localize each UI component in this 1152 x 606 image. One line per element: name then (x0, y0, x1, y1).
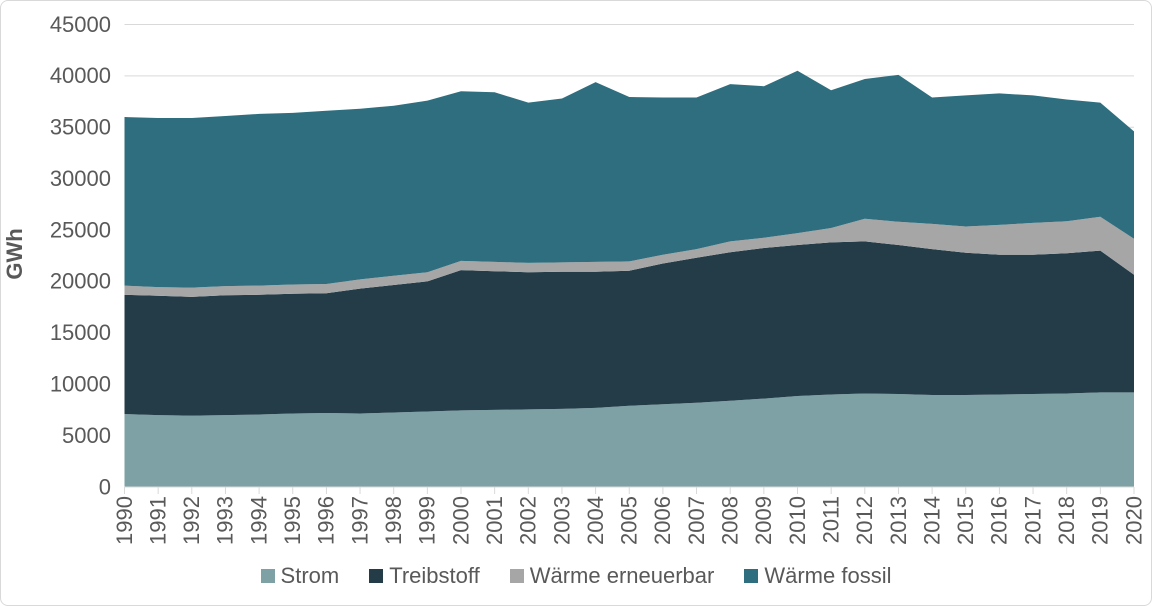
x-tick-label-2007: 2007 (684, 496, 709, 545)
legend-swatch-strom (260, 569, 275, 583)
y-tick-label-30000: 30000 (50, 166, 111, 191)
x-tick-label-1992: 1992 (179, 496, 204, 545)
legend-item-wärme-erneuerbar: Wärme erneuerbar (509, 563, 715, 589)
legend-label-strom: Strom (280, 563, 340, 588)
y-tick-label-45000: 45000 (50, 12, 111, 37)
x-tick-label-2006: 2006 (650, 496, 675, 545)
x-tick-label-2003: 2003 (549, 496, 574, 545)
y-tick-label-10000: 10000 (50, 371, 111, 396)
x-tick-label-1998: 1998 (381, 496, 406, 545)
x-tick-label-2019: 2019 (1088, 496, 1113, 545)
x-tick-label-2017: 2017 (1020, 496, 1045, 545)
legend-label-wärme-fossil: Wärme fossil (764, 563, 892, 588)
x-tick-label-2005: 2005 (617, 496, 642, 545)
area-strom (124, 392, 1134, 487)
legend-swatch-wärme-erneuerbar (509, 569, 524, 583)
x-tick-label-1993: 1993 (213, 496, 238, 545)
x-tick-label-1999: 1999 (415, 496, 440, 545)
legend-item-wärme-fossil: Wärme fossil (744, 563, 891, 589)
y-axis-title: GWh (2, 228, 27, 279)
x-tick-label-1990: 1990 (112, 496, 137, 545)
x-tick-label-2008: 2008 (717, 496, 742, 545)
x-tick-label-2001: 2001 (482, 496, 507, 545)
y-tick-label-25000: 25000 (50, 217, 111, 242)
x-tick-label-1991: 1991 (145, 496, 170, 545)
axes (124, 486, 1135, 494)
x-tick-label-2013: 2013 (886, 496, 911, 545)
x-tick-label-2012: 2012 (852, 496, 877, 545)
legend-swatch-wärme-fossil (744, 569, 759, 583)
area-wärme-erneuerbar (124, 216, 1134, 297)
x-tick-label-1994: 1994 (246, 496, 271, 545)
legend-swatch-treibstoff (369, 569, 384, 583)
y-tick-label-15000: 15000 (50, 320, 111, 345)
area-series (124, 70, 1134, 487)
x-tick-label-1996: 1996 (314, 496, 339, 545)
x-tick-label-2010: 2010 (785, 496, 810, 545)
y-tick-label-0: 0 (99, 474, 111, 499)
legend-item-treibstoff: Treibstoff (369, 563, 480, 589)
x-tick-label-2000: 2000 (448, 496, 473, 545)
x-tick-label-2015: 2015 (953, 496, 978, 545)
x-tick-label-2020: 2020 (1121, 496, 1146, 545)
x-tick-label-2011: 2011 (818, 496, 843, 543)
chart-legend: Strom Treibstoff Wärme erneuerbar Wärme fos… (1, 563, 1151, 589)
area-wärme-fossil (124, 70, 1134, 288)
legend-label-wärme-erneuerbar: Wärme erneuerbar (529, 563, 715, 588)
x-tick-label-2002: 2002 (516, 496, 541, 545)
y-tick-label-20000: 20000 (50, 269, 111, 294)
legend-label-treibstoff: Treibstoff (389, 563, 480, 588)
x-tick-label-2018: 2018 (1054, 496, 1079, 545)
axis-labels: 0 5000 10000 15000 20000 25000 30000 35000 40000… (50, 12, 1146, 545)
x-tick-label-2016: 2016 (987, 496, 1012, 545)
y-tick-label-40000: 40000 (50, 63, 111, 88)
x-tick-label-2009: 2009 (751, 496, 776, 545)
x-tick-label-2014: 2014 (919, 496, 944, 545)
x-tick-label-2004: 2004 (583, 496, 608, 545)
area-treibstoff (124, 241, 1134, 416)
y-tick-label-35000: 35000 (50, 115, 111, 140)
x-tick-label-1995: 1995 (280, 496, 305, 545)
x-tick-label-1997: 1997 (347, 496, 372, 545)
legend-item-strom: Strom (260, 563, 340, 589)
y-tick-label-5000: 5000 (62, 423, 111, 448)
